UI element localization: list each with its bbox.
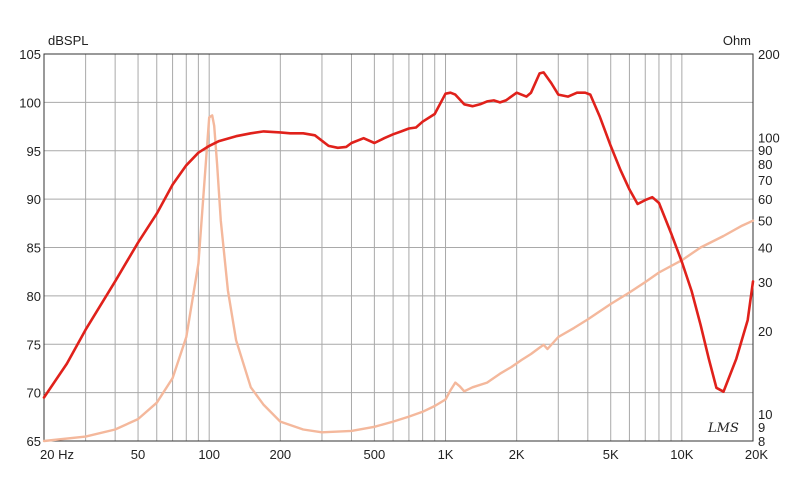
- x-tick-label: 100: [198, 447, 220, 462]
- y-right-tick-label: 70: [758, 173, 772, 188]
- x-tick-label: 20 Hz: [40, 447, 74, 462]
- y-right-tick-label: 20: [758, 324, 772, 339]
- y-right-tick-label: 40: [758, 241, 772, 256]
- y-right-tick-label: 50: [758, 214, 772, 229]
- axis-labels: 20 Hz 50 100 200 500 1K 2K 5K 10K 20K 65 70 75 80 85 90…: [19, 47, 779, 462]
- impedance-curve: [42, 114, 755, 443]
- y-left-tick-label: 80: [27, 289, 41, 304]
- y-right-tick-label: 100: [758, 130, 780, 145]
- x-tick-label: 10K: [670, 447, 693, 462]
- grid: [43, 53, 754, 442]
- x-tick-label: 5K: [603, 447, 619, 462]
- y-left-tick-label: 105: [19, 47, 41, 62]
- y-left-tick-label: 65: [27, 434, 41, 449]
- y-left-tick-label: 85: [27, 241, 41, 256]
- y-right-tick-label: 10: [758, 407, 772, 422]
- y-right-tick-label: 200: [758, 47, 780, 62]
- x-tick-label: 2K: [509, 447, 525, 462]
- y-axis-left-unit: dBSPL: [48, 33, 88, 48]
- y-right-tick-label: 90: [758, 143, 772, 158]
- plot-frame: [43, 53, 754, 442]
- y-left-tick-label: 100: [19, 95, 41, 110]
- x-tick-label: 200: [269, 447, 291, 462]
- y-left-tick-label: 70: [27, 386, 41, 401]
- y-left-tick-label: 90: [27, 192, 41, 207]
- lms-watermark: LMS: [707, 421, 739, 436]
- y-left-tick-label: 95: [27, 144, 41, 159]
- y-right-tick-label: 8: [758, 434, 765, 449]
- x-tick-label: 1K: [438, 447, 454, 462]
- y-right-tick-label: 80: [758, 157, 772, 172]
- y-right-tick-label: 30: [758, 275, 772, 290]
- x-tick-label: 20K: [745, 447, 768, 462]
- curves: [42, 71, 755, 443]
- y-right-tick-label: 60: [758, 192, 772, 207]
- y-left-tick-label: 75: [27, 337, 41, 352]
- y-axis-right-unit: Ohm: [723, 33, 751, 48]
- spl-curve: [42, 71, 755, 399]
- x-tick-label: 500: [364, 447, 386, 462]
- y-right-tick-label: 9: [758, 420, 765, 435]
- x-tick-label: 50: [131, 447, 145, 462]
